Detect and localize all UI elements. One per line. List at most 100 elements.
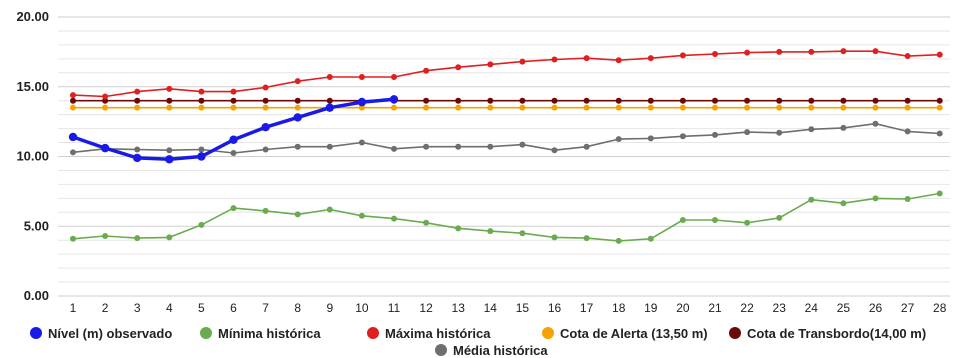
x-tick-label: 7 [262,301,269,315]
data-point [134,104,141,111]
data-point [519,104,526,111]
data-point [262,97,269,104]
data-point [776,97,783,104]
data-point [293,113,302,122]
data-point [455,97,462,104]
data-point [68,132,78,142]
data-point [936,97,943,104]
data-point [647,97,654,104]
data-point [808,97,815,104]
data-point [551,234,558,241]
series-5 [70,97,943,104]
y-tick-label: 15.00 [16,79,49,94]
data-point [551,104,558,111]
x-tick-label: 3 [134,301,141,315]
series-line [72,192,941,242]
x-tick-label: 8 [294,301,301,315]
data-point [647,55,654,62]
data-point [326,206,333,213]
data-point [166,85,173,92]
data-point [840,200,847,207]
data-point [936,190,943,197]
data-point [487,104,494,111]
data-point [294,211,301,218]
data-point [166,147,173,154]
data-point [776,48,783,55]
data-point [904,53,911,60]
y-tick-label: 20.00 [16,9,49,24]
data-point [358,139,365,146]
data-point [230,150,237,157]
data-point [230,88,237,95]
x-tick-label: 24 [805,301,819,315]
data-point [615,104,622,111]
data-point [936,104,943,111]
x-tick-label: 4 [166,301,173,315]
data-point [391,145,397,152]
data-point [262,84,269,91]
data-point [519,58,526,65]
data-point [551,56,558,63]
legend-label: Média histórica [453,343,548,358]
data-point [583,55,590,62]
x-tick-label: 1 [70,301,77,315]
x-tick-label: 21 [708,301,722,315]
data-point [70,149,76,156]
data-point [198,88,205,95]
data-point [744,219,751,226]
x-tick-label: 12 [419,301,433,315]
series-1 [68,95,399,164]
data-point [840,97,847,104]
data-point [679,133,686,140]
data-point [455,225,462,232]
x-tick-label: 9 [326,301,333,315]
grid-lines [58,16,950,297]
data-point [455,64,462,71]
data-point [294,104,301,111]
data-point [487,61,494,68]
x-tick-label: 22 [740,301,754,315]
data-point [294,78,301,85]
legend-marker [542,327,554,339]
data-point [776,129,783,136]
data-point [198,146,205,153]
data-point [679,104,686,111]
series-line [72,122,941,154]
data-point [551,147,558,154]
x-tick-label: 23 [773,301,787,315]
x-tick-label: 27 [901,301,915,315]
data-point [744,49,751,56]
data-point [326,143,333,150]
data-point [358,104,365,111]
data-point [904,196,911,203]
data-point [679,52,686,59]
data-point [808,104,815,111]
legend-marker [729,327,741,339]
x-tick-label: 5 [198,301,205,315]
data-point [712,104,718,111]
x-axis-ticks: 1 2 3 4 5 6 7 8 9 10 11 12 13 14 15 16 17 18 19 20 21 22 23 24 2… [70,301,947,315]
data-point [840,124,847,131]
data-point [744,129,751,136]
data-point [519,230,526,237]
x-tick-label: 25 [837,301,851,315]
x-tick-label: 18 [612,301,626,315]
data-point [744,104,751,111]
data-point [102,93,109,100]
legend-marker [30,327,42,339]
data-point [583,235,590,242]
x-tick-label: 6 [230,301,237,315]
data-point [100,143,110,153]
x-tick-label: 15 [516,301,530,315]
data-point [487,143,494,150]
series-2 [70,190,943,244]
x-tick-label: 11 [388,301,401,315]
legend: Nível (m) observado Mínima histórica Máxim… [30,326,926,358]
data-point [647,135,654,142]
data-point [391,104,397,111]
legend-marker [200,327,212,339]
x-tick-label: 10 [355,301,369,315]
data-point [583,143,590,150]
data-point [230,104,237,111]
x-tick-label: 17 [580,301,594,315]
